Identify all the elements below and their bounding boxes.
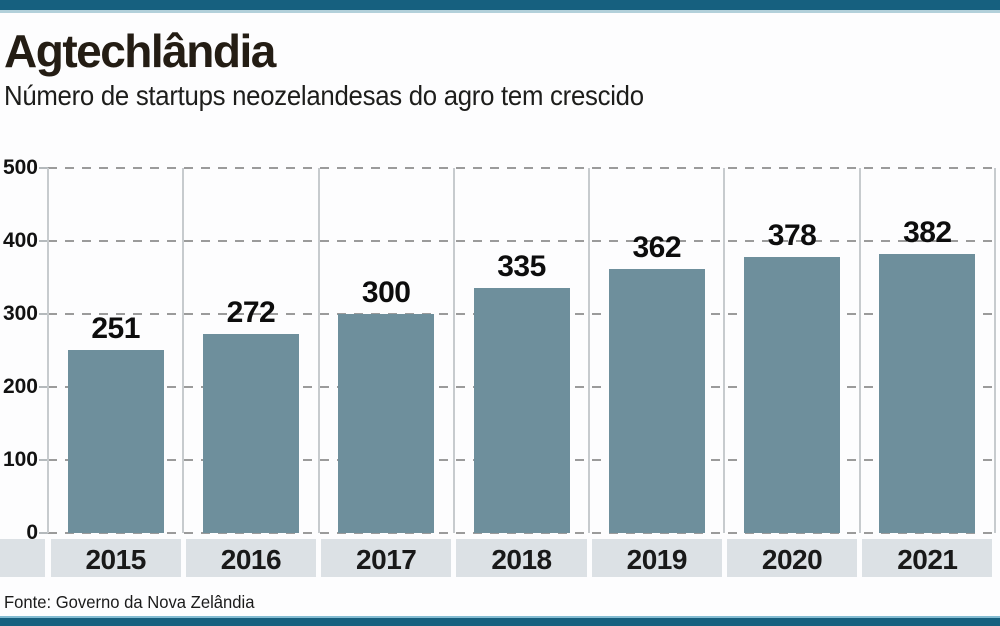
y-axis-tick-400	[39, 240, 48, 242]
bar-value-label-2015: 251	[91, 311, 140, 345]
column-separator-5	[723, 168, 726, 533]
bottom-accent-bar	[0, 618, 1000, 626]
column-separator-1	[182, 168, 185, 533]
bar-2016	[202, 334, 299, 533]
page-subtitle: Número de startups neozelandesas do agro…	[4, 80, 644, 111]
gridline-500	[48, 167, 995, 169]
x-axis-label-2016: 2016	[220, 544, 282, 575]
x-axis-label-2019: 2019	[626, 544, 688, 575]
y-axis-label-100: 100	[2, 448, 38, 471]
y-axis-label-500: 500	[2, 156, 38, 179]
x-axis-band-segment-2017	[321, 539, 452, 577]
bar-2019	[608, 268, 705, 533]
x-axis-label-2018: 2018	[491, 544, 552, 575]
column-separator-2	[317, 168, 320, 533]
x-axis-label-2017: 2017	[356, 544, 417, 575]
bar-value-label-2021: 382	[903, 216, 952, 250]
x-axis-band-segment-2016	[185, 539, 317, 577]
y-axis-label-300: 300	[2, 302, 38, 325]
x-axis-band-segment-2019	[591, 539, 722, 577]
bar-value-label-2017: 300	[361, 276, 411, 309]
top-accent-bar	[0, 0, 1000, 10]
x-axis-band-segment-2018	[456, 539, 587, 577]
bottom-accent-line	[0, 616, 1000, 618]
page-title: Agtechlândia	[4, 25, 276, 77]
bar-2017	[338, 314, 435, 533]
y-axis-label-400: 400	[2, 229, 38, 252]
bar-value-label-2019: 362	[632, 230, 682, 264]
bar-2015	[67, 349, 164, 533]
gridline-0	[48, 532, 995, 534]
bar-2020	[744, 257, 841, 533]
x-axis-label-2020: 2020	[761, 544, 823, 575]
source-note: Fonte: Governo da Nova Zelândia	[4, 592, 255, 612]
y-axis-label-200: 200	[2, 375, 38, 398]
x-axis-label-2021: 2021	[897, 544, 958, 575]
y-axis-tick-100	[39, 459, 48, 461]
bar-value-label-2018: 335	[497, 250, 546, 284]
y-axis-line	[47, 168, 49, 533]
gridline-400	[48, 240, 995, 242]
y-axis-label-0: 0	[26, 521, 38, 544]
column-separator-7	[994, 168, 996, 533]
x-axis-band-segment-2015	[50, 539, 181, 577]
bar-value-label-2016: 272	[226, 296, 276, 330]
y-axis-tick-0	[39, 532, 48, 534]
y-axis-tick-200	[39, 386, 48, 388]
bar-2018	[473, 288, 570, 533]
x-axis-label-2015: 2015	[85, 544, 146, 575]
bar-2021	[879, 254, 976, 533]
y-axis-tick-500	[39, 167, 48, 169]
top-accent-line	[0, 10, 1000, 13]
x-axis-band-segment-2021	[862, 539, 993, 577]
y-axis-tick-300	[39, 313, 48, 315]
bar-value-label-2020: 378	[767, 219, 817, 253]
x-axis-band-segment-2020	[726, 539, 858, 577]
x-axis-band-stub	[0, 539, 45, 577]
column-separator-6	[858, 168, 861, 533]
column-separator-3	[452, 168, 455, 533]
column-separator-4	[588, 168, 591, 533]
